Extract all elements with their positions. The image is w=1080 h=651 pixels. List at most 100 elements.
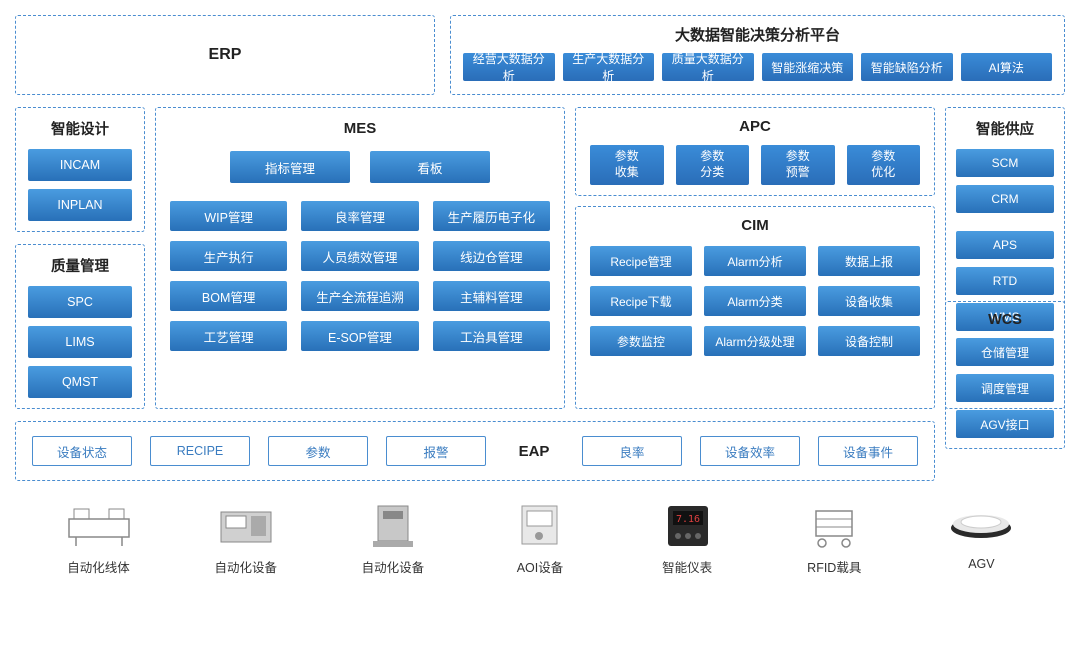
wcs-item: 调度管理 [956, 374, 1054, 402]
mes-item: 线边仓管理 [433, 241, 550, 271]
icon-label: 智能仪表 [662, 557, 712, 576]
eap-row: 设备状态 RECIPE 参数 报警 EAP 良率 设备效率 设备事件 WCS 仓… [15, 421, 1065, 481]
meter-icon: 7.16 [652, 501, 722, 551]
design-item: INCAM [28, 149, 132, 181]
mes-item: 工治具管理 [433, 321, 550, 351]
wcs-col: WCS 仓储管理 调度管理 AGV接口 [945, 421, 1065, 481]
svg-text:7.16: 7.16 [676, 514, 700, 525]
cim-item: 数据上报 [818, 246, 920, 276]
apc-item: 参数 优化 [847, 145, 921, 185]
mes-item: 工艺管理 [170, 321, 287, 351]
quality-item: QMST [28, 366, 132, 398]
bigdata-box: 大数据智能决策分析平台 经营大数据分析 生产大数据分析 质量大数据分析 智能涨缩… [450, 15, 1065, 95]
mes-item: 生产全流程追溯 [301, 281, 418, 311]
device-icon: 自动化线体 [64, 501, 134, 576]
mes-item: 生产执行 [170, 241, 287, 271]
cim-item: Recipe下载 [590, 286, 692, 316]
mes-apc-row: MES 指标管理 看板 WIP管理 良率管理 生产履历电子化 生产执行 人员绩效… [155, 107, 935, 409]
device-icon: 自动化设备 [358, 501, 428, 576]
agv-icon [946, 501, 1016, 551]
icon-label: 自动化线体 [67, 557, 130, 576]
cim-title: CIM [590, 217, 920, 234]
quality-title: 质量管理 [28, 255, 132, 276]
wcs-item: AGV接口 [956, 410, 1054, 438]
supply-item: RTD [956, 267, 1054, 295]
aoi-icon [505, 501, 575, 551]
mes-item: WIP管理 [170, 201, 287, 231]
cim-item: Alarm分析 [704, 246, 806, 276]
mes-box: MES 指标管理 看板 WIP管理 良率管理 生产履历电子化 生产执行 人员绩效… [155, 107, 565, 409]
bigdata-item: 智能涨缩决策 [762, 53, 854, 81]
cim-item: Alarm分级处理 [704, 326, 806, 356]
supply-item: SCM [956, 149, 1054, 177]
mes-item: 主辅料管理 [433, 281, 550, 311]
cim-item: 设备控制 [818, 326, 920, 356]
mes-grid: WIP管理 良率管理 生产履历电子化 生产执行 人员绩效管理 线边仓管理 BOM… [170, 201, 550, 351]
eap-item: 设备状态 [32, 436, 132, 466]
cim-item: 设备收集 [818, 286, 920, 316]
bigdata-item: 经营大数据分析 [463, 53, 555, 81]
cim-item: Alarm分类 [704, 286, 806, 316]
quality-box: 质量管理 SPC LIMS QMST [15, 244, 145, 409]
device-icon: 7.16 智能仪表 [652, 501, 722, 576]
mes-item: 人员绩效管理 [301, 241, 418, 271]
bigdata-title: 大数据智能决策分析平台 [463, 24, 1052, 45]
bigdata-item: 质量大数据分析 [662, 53, 754, 81]
apc-item: 参数 收集 [590, 145, 664, 185]
device-icon: RFID载具 [799, 501, 869, 576]
apc-title: APC [590, 118, 920, 135]
cim-grid: Recipe管理 Alarm分析 数据上报 Recipe下载 Alarm分类 设… [590, 246, 920, 356]
eap-item: 设备效率 [700, 436, 800, 466]
icon-label: 自动化设备 [214, 557, 277, 576]
icon-label: RFID载具 [807, 557, 861, 576]
left-col: 智能设计 INCAM INPLAN 质量管理 SPC LIMS QMST [15, 107, 145, 409]
design-title: 智能设计 [28, 118, 132, 139]
bigdata-items: 经营大数据分析 生产大数据分析 质量大数据分析 智能涨缩决策 智能缺陷分析 AI… [463, 53, 1052, 81]
cim-box: CIM Recipe管理 Alarm分析 数据上报 Recipe下载 Alarm… [575, 206, 935, 409]
device-icon: AGV [946, 501, 1016, 576]
apc-items: 参数 收集 参数 分类 参数 预警 参数 优化 [590, 145, 920, 185]
eap-title: EAP [504, 443, 564, 460]
apc-box: APC 参数 收集 参数 分类 参数 预警 参数 优化 [575, 107, 935, 196]
bigdata-item: AI算法 [961, 53, 1053, 81]
top-row: ERP 大数据智能决策分析平台 经营大数据分析 生产大数据分析 质量大数据分析 … [15, 15, 1065, 95]
design-box: 智能设计 INCAM INPLAN [15, 107, 145, 232]
quality-item: SPC [28, 286, 132, 318]
design-item: INPLAN [28, 189, 132, 221]
cim-item: 参数监控 [590, 326, 692, 356]
eap-item: 报警 [386, 436, 486, 466]
mes-item: 良率管理 [301, 201, 418, 231]
bigdata-item: 生产大数据分析 [563, 53, 655, 81]
machine2-icon [358, 501, 428, 551]
bigdata-item: 智能缺陷分析 [861, 53, 953, 81]
eap-item: 良率 [582, 436, 682, 466]
spacer [956, 221, 1054, 231]
apc-item: 参数 分类 [676, 145, 750, 185]
main-grid: 智能设计 INCAM INPLAN 质量管理 SPC LIMS QMST MES… [15, 107, 1065, 409]
supply-item: CRM [956, 185, 1054, 213]
mes-item: 看板 [370, 151, 490, 183]
wcs-box: WCS 仓储管理 调度管理 AGV接口 [945, 301, 1065, 449]
mes-item: E-SOP管理 [301, 321, 418, 351]
cim-item: Recipe管理 [590, 246, 692, 276]
rfid-cart-icon [799, 501, 869, 551]
icon-label: 自动化设备 [362, 557, 425, 576]
device-icons-row: 自动化线体 自动化设备 自动化设备 AOI设备 7.16 智能仪表 RFID载具 [15, 501, 1065, 576]
quality-item: LIMS [28, 326, 132, 358]
eap-item: 参数 [268, 436, 368, 466]
center-col: MES 指标管理 看板 WIP管理 良率管理 生产履历电子化 生产执行 人员绩效… [155, 107, 935, 409]
wcs-item: 仓储管理 [956, 338, 1054, 366]
supply-item: APS [956, 231, 1054, 259]
eap-box: 设备状态 RECIPE 参数 报警 EAP 良率 设备效率 设备事件 [15, 421, 935, 481]
mes-row1: 指标管理 看板 [170, 151, 550, 183]
device-icon: AOI设备 [505, 501, 575, 576]
mes-item: BOM管理 [170, 281, 287, 311]
apc-item: 参数 预警 [761, 145, 835, 185]
wcs-title: WCS [956, 312, 1054, 328]
mes-title: MES [170, 120, 550, 137]
supply-title: 智能供应 [956, 118, 1054, 139]
mes-item: 生产履历电子化 [433, 201, 550, 231]
icon-label: AOI设备 [517, 557, 564, 576]
apc-cim-col: APC 参数 收集 参数 分类 参数 预警 参数 优化 CIM Recipe管理… [575, 107, 935, 409]
icon-label: AGV [968, 557, 994, 571]
